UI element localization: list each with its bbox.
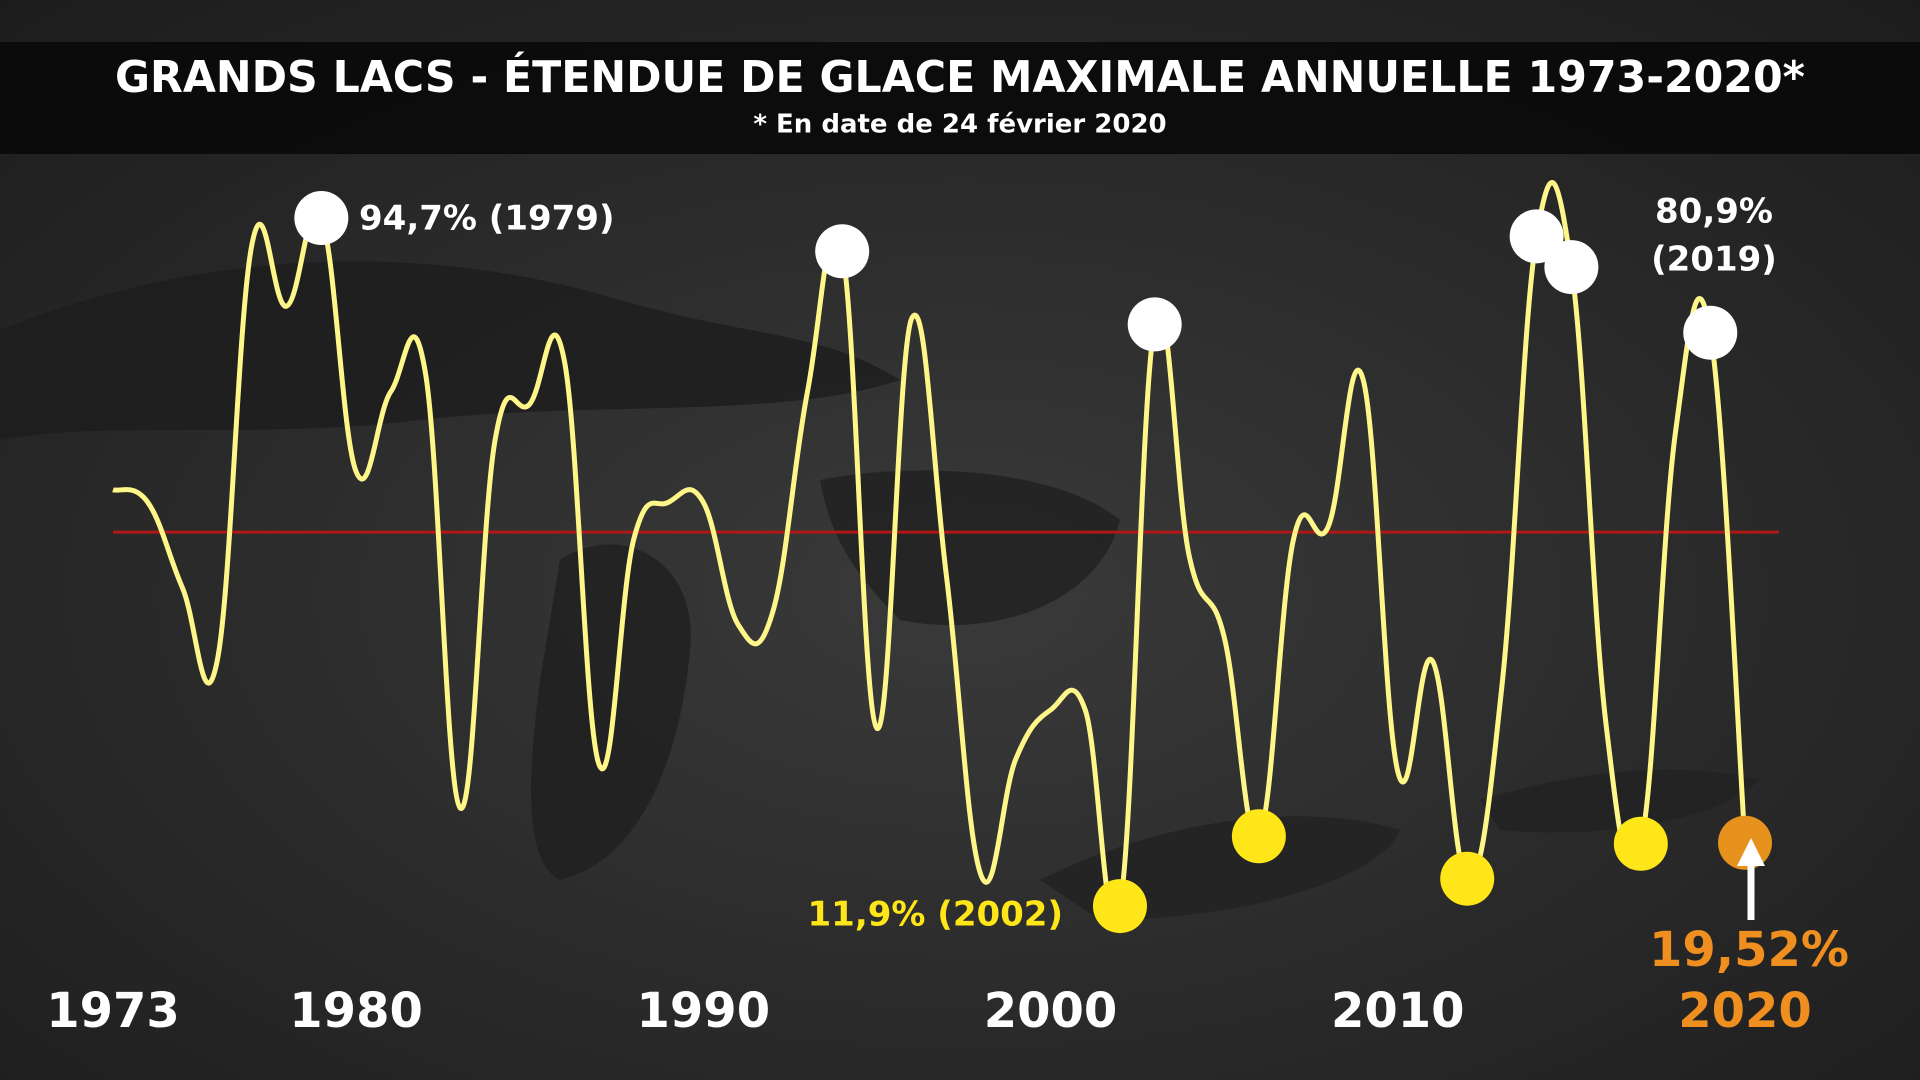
point-marker [294, 191, 349, 246]
annotation: 94,7% (1979) [359, 199, 615, 239]
lake-shape [0, 261, 900, 440]
annotation: 80,9% [1655, 192, 1773, 232]
x-tick-label: 1973 [46, 983, 180, 1039]
x-tick-label: 2000 [984, 983, 1118, 1039]
point-marker [1440, 851, 1495, 906]
lake-shape [531, 544, 691, 880]
point-marker [1127, 297, 1182, 352]
annotation: 11,9% (2002) [808, 895, 1064, 935]
title-bar [0, 42, 1920, 154]
plot: 1973 1980 1990 2000 2010 2020 94,7% (1979) 80,9… [46, 180, 1849, 1039]
annotation: 19,52% [1649, 922, 1849, 978]
point-marker [1509, 209, 1564, 264]
chart-subtitle: * En date de 24 février 2020 [753, 110, 1166, 140]
data-line [112, 180, 1748, 924]
annotation: (2019) [1651, 240, 1777, 280]
x-tick-label: 1980 [289, 983, 423, 1039]
point-marker [1231, 809, 1286, 864]
arrow-head [1737, 838, 1765, 866]
x-tick-label: 2010 [1331, 983, 1465, 1039]
lake-shape [1480, 769, 1760, 833]
point-marker [815, 224, 870, 279]
point-marker [1092, 879, 1147, 934]
point-marker [1544, 240, 1599, 295]
x-tick-label: 1990 [637, 983, 771, 1039]
point-marker [1613, 816, 1668, 871]
point-marker [1683, 305, 1738, 360]
x-tick-label: 2020 [1678, 983, 1812, 1039]
chart-title: GRANDS LACS - ÉTENDUE DE GLACE MAXIMALE … [115, 50, 1805, 103]
